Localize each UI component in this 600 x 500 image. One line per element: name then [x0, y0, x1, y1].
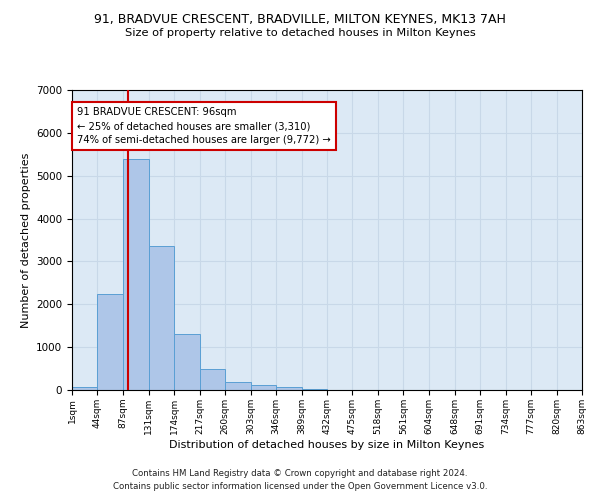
Y-axis label: Number of detached properties: Number of detached properties [20, 152, 31, 328]
Text: 91 BRADVUE CRESCENT: 96sqm
← 25% of detached houses are smaller (3,310)
74% of s: 91 BRADVUE CRESCENT: 96sqm ← 25% of deta… [77, 107, 331, 145]
Bar [225, 382, 251, 390]
X-axis label: Distribution of detached houses by size in Milton Keynes: Distribution of detached houses by size … [169, 440, 485, 450]
Text: Contains public sector information licensed under the Open Government Licence v3: Contains public sector information licen… [113, 482, 487, 491]
Text: 91, BRADVUE CRESCENT, BRADVILLE, MILTON KEYNES, MK13 7AH: 91, BRADVUE CRESCENT, BRADVILLE, MILTON … [94, 12, 506, 26]
Bar [149, 246, 175, 390]
Bar [276, 387, 302, 390]
Text: Contains HM Land Registry data © Crown copyright and database right 2024.: Contains HM Land Registry data © Crown c… [132, 468, 468, 477]
Bar [123, 158, 149, 390]
Bar [175, 334, 200, 390]
Text: Size of property relative to detached houses in Milton Keynes: Size of property relative to detached ho… [125, 28, 475, 38]
Bar [97, 294, 123, 390]
Bar [72, 387, 97, 390]
Bar [251, 385, 276, 390]
Bar [200, 368, 225, 390]
